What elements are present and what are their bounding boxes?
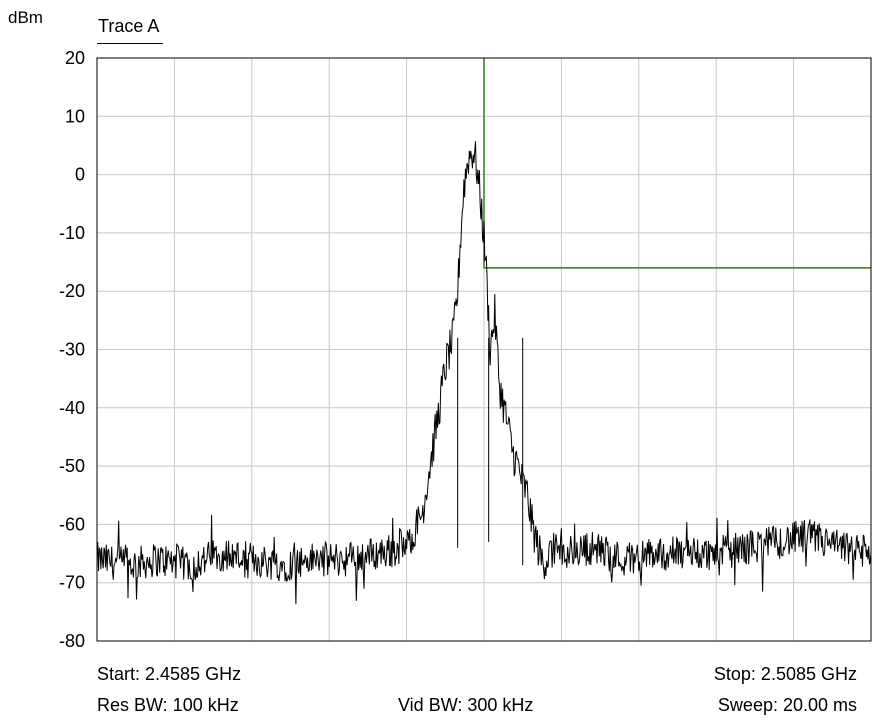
- resolution-bandwidth: Res BW: 100 kHz: [97, 695, 239, 715]
- y-tick-label: 20: [65, 48, 85, 68]
- stop-frequency: Stop: 2.5085 GHz: [713, 664, 857, 684]
- limit-line-group: [483, 58, 871, 269]
- grid-lines: [97, 58, 871, 641]
- limit-line: [483, 58, 871, 269]
- start-frequency: Start: 2.4585 GHz: [97, 664, 242, 684]
- y-axis-unit: dBm: [8, 8, 43, 27]
- y-tick-label: -10: [59, 223, 85, 243]
- y-tick-label: -60: [59, 514, 85, 534]
- y-tick-label: -30: [59, 340, 85, 360]
- y-tick-labels: 20 10 0 -10 -20 -30 -40 -50 -60 -70 -80: [59, 48, 85, 651]
- y-tick-label: 0: [75, 165, 85, 185]
- plot-frame: [96, 57, 872, 642]
- y-tick-label: 10: [65, 106, 85, 126]
- trace-a-line: [96, 141, 872, 605]
- y-tick-label: -40: [59, 398, 85, 418]
- y-tick-label: -80: [59, 631, 85, 651]
- y-tick-label: -70: [59, 573, 85, 593]
- y-tick-label: -20: [59, 281, 85, 301]
- video-bandwidth: Vid BW: 300 kHz: [398, 695, 534, 715]
- y-tick-label: -50: [59, 456, 85, 476]
- sweep-time: Sweep: 20.00 ms: [717, 695, 857, 715]
- trace-title: Trace A: [98, 16, 160, 36]
- trace-title-underline: [97, 43, 163, 44]
- trace-group: [96, 141, 872, 605]
